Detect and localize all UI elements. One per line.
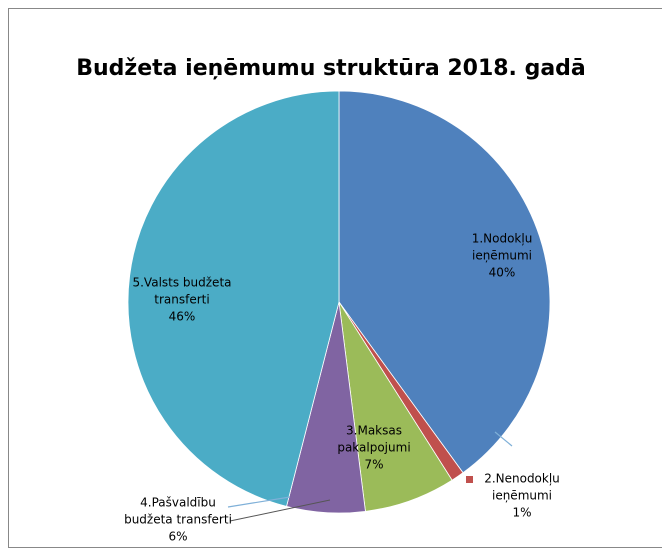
category-label: 4.Pašvaldību budžeta transferti — [124, 495, 232, 527]
data-label: 3.Maksas pakalpojumi 7% — [334, 423, 414, 474]
pie-slice — [338, 90, 551, 474]
pie-slice — [127, 90, 340, 507]
category-label: 2.Nenodokļu ieņēmumi — [484, 471, 560, 503]
category-label: 3.Maksas pakalpojumi — [337, 423, 411, 455]
value-label: 7% — [364, 457, 384, 472]
leader-line — [229, 499, 331, 522]
leader-line — [494, 431, 513, 447]
value-label: 40% — [488, 265, 516, 280]
value-label: 1% — [512, 505, 532, 520]
data-label: 1.Nodokļu ieņēmumi 40% — [462, 231, 542, 282]
data-label: 2.Nenodokļu ieņēmumi 1% — [477, 471, 567, 522]
value-label: 6% — [168, 529, 188, 544]
leader-line — [227, 496, 291, 508]
category-label: 1.Nodokļu ieņēmumi — [471, 231, 533, 263]
category-label: 5.Valsts budžeta transferti — [132, 275, 232, 307]
data-label: 5.Valsts budžeta transferti 46% — [127, 275, 237, 326]
chart-title: Budžeta ieņēmumu struktūra 2018. gadā — [76, 56, 586, 81]
legend-key — [466, 476, 473, 483]
data-label: 4.Pašvaldību budžeta transferti 6% — [123, 495, 233, 546]
value-label: 46% — [168, 309, 196, 324]
